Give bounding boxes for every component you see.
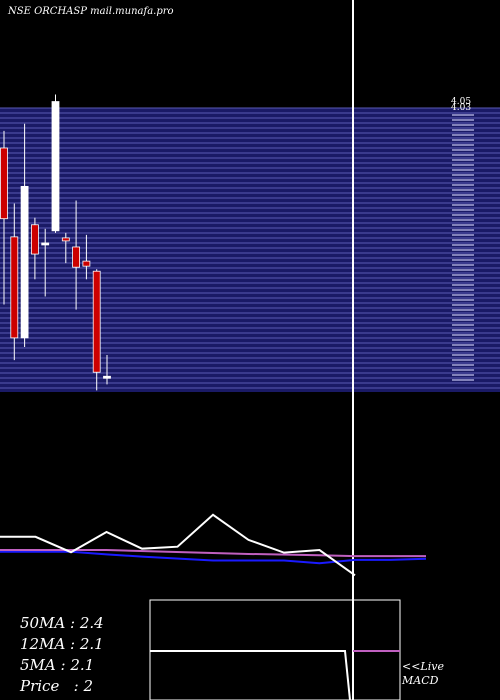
price-tick-mark bbox=[452, 119, 474, 121]
price-tick-mark bbox=[452, 269, 474, 271]
price-tick-mark bbox=[452, 294, 474, 296]
price-tick-mark bbox=[452, 124, 474, 126]
lower-indicator-panel bbox=[0, 513, 427, 577]
price-tick-mark bbox=[452, 324, 474, 326]
price-tick-mark bbox=[452, 319, 474, 321]
price-tick-top-2: 4.03 bbox=[451, 103, 471, 113]
candle-body bbox=[51, 101, 60, 232]
price-tick-mark bbox=[452, 274, 474, 276]
price-tick-mark bbox=[452, 374, 474, 376]
price-tick-mark bbox=[452, 304, 474, 306]
price-tick-mark bbox=[452, 164, 474, 166]
chart-title: NSE ORCHASP mail.munafa.pro bbox=[7, 6, 174, 17]
candle-body bbox=[30, 224, 39, 255]
candle-body bbox=[72, 246, 80, 268]
price-tick-mark bbox=[452, 229, 474, 231]
price-tick-mark bbox=[452, 354, 474, 356]
price-tick-top-1: 4.05 bbox=[451, 97, 471, 107]
macd-label: MACD bbox=[402, 674, 439, 687]
price-tick-mark bbox=[452, 334, 474, 336]
price-tick-mark bbox=[452, 259, 474, 261]
price-tick-mark bbox=[452, 184, 474, 186]
candle-body bbox=[92, 270, 101, 373]
price-tick-mark bbox=[452, 139, 474, 141]
price-tick-mark bbox=[452, 134, 474, 136]
price-line bbox=[0, 513, 356, 577]
price-tick-mark bbox=[452, 144, 474, 146]
macd-line bbox=[150, 650, 351, 700]
price-tick-mark bbox=[452, 264, 474, 266]
ma12-value: 2.1 bbox=[79, 635, 104, 653]
ma-row-5: 5MA : 2.1 bbox=[20, 656, 95, 674]
ma-row-price: Price : 2 bbox=[20, 677, 94, 695]
ma-row-50: 50MA : 2.4 bbox=[20, 614, 104, 632]
ma5-value: 2.1 bbox=[70, 656, 95, 674]
candle-body bbox=[61, 237, 70, 242]
price-tick-mark bbox=[452, 179, 474, 181]
price-tick-mark bbox=[452, 314, 474, 316]
ma-line-blue bbox=[0, 550, 427, 565]
ma5-label: 5MA bbox=[20, 656, 56, 674]
price-tick-mark bbox=[452, 194, 474, 196]
price-tick-mark bbox=[452, 199, 474, 201]
price-tick-mark bbox=[452, 364, 474, 366]
price-tick-mark bbox=[452, 239, 474, 241]
candle-body bbox=[41, 242, 50, 246]
ma-line-pink bbox=[0, 549, 426, 558]
ma50-label: 50MA bbox=[20, 614, 66, 632]
macd-panel bbox=[149, 599, 401, 700]
price-tick-mark bbox=[452, 149, 474, 151]
band-fill bbox=[0, 108, 500, 392]
price-tick-mark bbox=[452, 189, 474, 191]
price-tick-mark bbox=[452, 369, 474, 371]
price-axis-ticks bbox=[452, 114, 474, 381]
price-tick-mark bbox=[452, 289, 474, 291]
price-value: 2 bbox=[83, 677, 94, 695]
price-label: Price bbox=[20, 677, 60, 695]
ma12-label: 12MA bbox=[20, 635, 66, 653]
price-tick-mark bbox=[452, 329, 474, 331]
candle-body bbox=[82, 260, 91, 267]
price-tick-mark bbox=[452, 254, 474, 256]
price-tick-mark bbox=[452, 279, 474, 281]
price-tick-mark bbox=[452, 249, 474, 251]
price-tick-mark bbox=[452, 224, 474, 226]
candle-body bbox=[0, 147, 8, 220]
price-tick-mark bbox=[452, 379, 474, 381]
price-tick-mark bbox=[452, 209, 474, 211]
price-tick-mark bbox=[452, 159, 474, 161]
candle-body bbox=[20, 185, 29, 339]
price-tick-mark bbox=[452, 299, 474, 301]
price-tick-mark bbox=[452, 284, 474, 286]
price-tick-mark bbox=[452, 204, 474, 206]
price-tick-mark bbox=[452, 244, 474, 246]
ma-row-12: 12MA : 2.1 bbox=[20, 635, 104, 653]
price-tick-mark bbox=[452, 339, 474, 341]
price-tick-mark bbox=[452, 219, 474, 221]
price-tick-mark bbox=[452, 309, 474, 311]
price-tick-mark bbox=[452, 344, 474, 346]
ma50-value: 2.4 bbox=[79, 614, 104, 632]
price-band bbox=[0, 107, 500, 392]
price-tick-mark bbox=[452, 349, 474, 351]
price-tick-mark bbox=[452, 129, 474, 131]
price-tick-mark bbox=[452, 114, 474, 116]
candle-body bbox=[103, 375, 111, 379]
price-tick-mark bbox=[452, 154, 474, 156]
price-tick-mark bbox=[452, 234, 474, 236]
price-tick-mark bbox=[452, 359, 474, 361]
price-tick-mark bbox=[452, 169, 474, 171]
price-tick-mark bbox=[452, 174, 474, 176]
candlesticks bbox=[0, 94, 111, 391]
price-tick-mark bbox=[452, 214, 474, 216]
live-macd-link[interactable]: <<Live bbox=[402, 660, 444, 673]
candle-body bbox=[10, 236, 19, 339]
